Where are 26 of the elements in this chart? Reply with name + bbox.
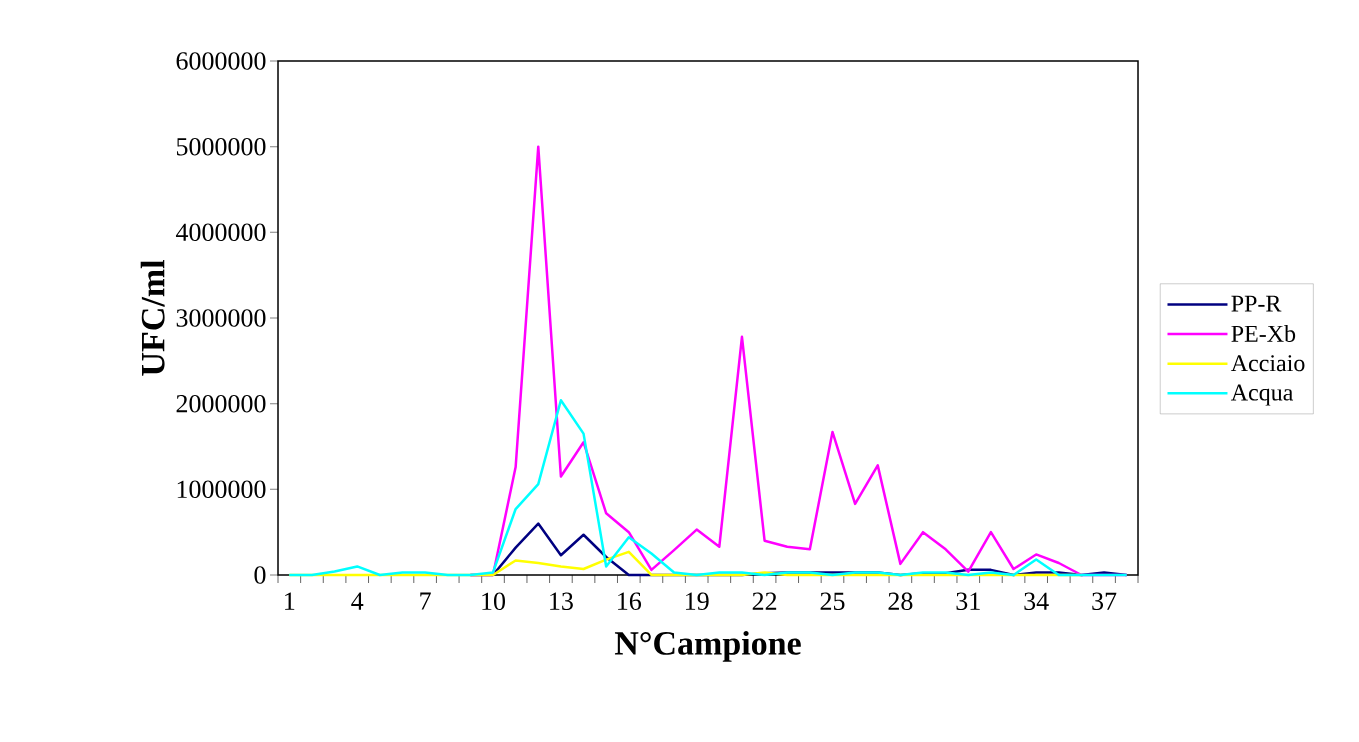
y-tick-label: 1000000: [177, 480, 266, 499]
y-tick-label: 0: [254, 566, 266, 584]
y-tick-label: 5000000: [176, 137, 266, 156]
x-tick-label: 13: [550, 592, 573, 610]
x-tick-label: 19: [685, 592, 709, 610]
x-tick-label: 10: [482, 592, 506, 611]
legend-label: Acciaio: [1230, 355, 1305, 372]
x-tick-label: 4: [351, 592, 364, 610]
x-tick-label: 7: [420, 592, 431, 610]
legend-label: PE-Xb: [1231, 325, 1296, 342]
x-tick-label: 31: [956, 592, 980, 610]
x-tick-label: 28: [888, 592, 913, 611]
x-tick-label: 34: [1024, 592, 1049, 610]
y-axis-title: UFC/ml: [140, 260, 165, 376]
y-tick-label: 6000000: [176, 52, 266, 70]
x-tick-label: 37: [1092, 592, 1117, 610]
legend-label: Acqua: [1230, 384, 1294, 406]
y-tick-label: 4000000: [175, 223, 266, 242]
x-tick-label: 16: [618, 592, 642, 610]
x-tick-label: 22: [752, 592, 777, 610]
y-tick-label: 2000000: [176, 394, 266, 413]
x-axis-title: N°Campione: [614, 630, 801, 662]
x-tick-label: 1: [285, 592, 295, 610]
legend-label: PP-R: [1231, 295, 1282, 312]
y-tick-label: 3000000: [176, 309, 266, 327]
x-tick-label: 25: [820, 592, 845, 610]
